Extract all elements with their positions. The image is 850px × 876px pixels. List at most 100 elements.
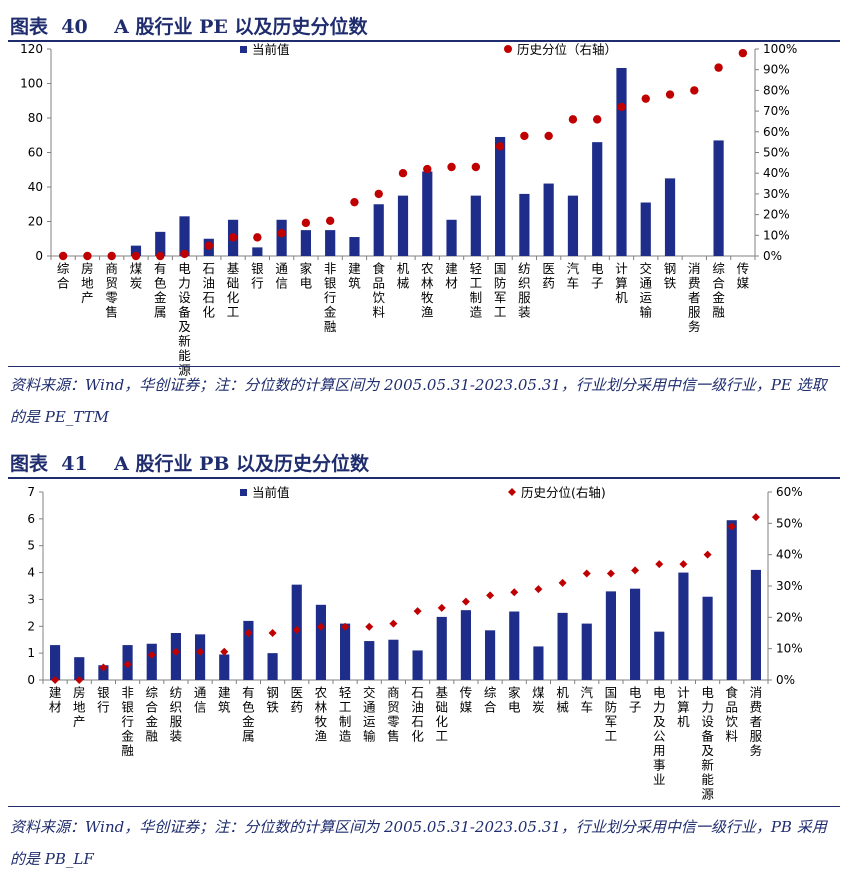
percentile-marker-18: [471, 162, 481, 172]
category-label: 消费者服务: [750, 685, 763, 758]
percentile-marker-15: [398, 169, 408, 178]
bar-21: [543, 183, 554, 256]
percentile-marker-20: [520, 131, 529, 141]
percentile-marker-28: [703, 550, 712, 559]
percentile-marker-25: [631, 566, 640, 575]
category-label: 食品饮料: [725, 685, 738, 744]
category-label: 纺织服装: [170, 685, 183, 744]
percentile-marker-13: [350, 197, 359, 207]
percentile-marker-27: [679, 560, 688, 569]
bar-14: [373, 204, 384, 256]
bar-18: [460, 610, 471, 680]
category-label: 钢铁: [266, 685, 279, 715]
left-tick-label: 2: [27, 619, 35, 633]
percentile-marker-11: [292, 625, 301, 634]
category-label: 电力及公用事业: [653, 685, 666, 787]
bar-14: [364, 641, 375, 680]
percentile-marker-16: [423, 164, 432, 174]
right-tick-label: 70%: [763, 104, 790, 118]
category-label: 通信: [275, 261, 288, 291]
category-label: 家电: [300, 261, 313, 291]
bar-21: [533, 646, 544, 680]
percentile-marker-25: [641, 94, 650, 103]
note-rule: [8, 806, 840, 807]
figure-40-title: 图表 40 A 股行业 PE 以及历史分位数: [10, 16, 368, 38]
percentile-marker-22: [568, 115, 578, 124]
category-label: 消费者服务: [688, 261, 701, 334]
category-label: 银行: [97, 685, 110, 715]
bar-9: [243, 620, 254, 680]
left-tick-label: 120: [20, 42, 43, 56]
category-label: 建材: [49, 685, 62, 715]
left-tick-label: 7: [27, 485, 35, 499]
bar-5: [146, 643, 157, 680]
legend-marker-swatch: [504, 45, 512, 53]
right-tick-label: 0%: [763, 249, 782, 263]
category-label: 基础化工: [435, 685, 448, 744]
bar-6: [170, 633, 181, 680]
bar-11: [300, 230, 311, 256]
bar-9: [252, 247, 263, 256]
title-rule: [8, 477, 840, 479]
right-tick-label: 60%: [763, 125, 790, 139]
percentile-marker-19: [486, 591, 495, 600]
percentile-marker-8: [220, 647, 229, 656]
legend-bar-label: 当前值: [252, 485, 290, 500]
percentile-marker-27: [690, 86, 699, 95]
figure-40-source-note: 资料来源：Wind，华创证券；注：分位数的计算区间为 2005.05.31-20…: [10, 376, 827, 426]
percentile-marker-4: [123, 660, 132, 669]
percentile-marker-21: [544, 131, 553, 141]
bar-26: [654, 631, 665, 680]
category-label: 煤炭: [532, 685, 545, 715]
percentile-marker-29: [727, 522, 736, 531]
percentile-marker-3: [99, 663, 108, 672]
right-tick-label: 30%: [763, 187, 790, 201]
percentile-marker-23: [582, 569, 591, 578]
percentile-marker-22: [558, 578, 567, 587]
percentile-marker-15: [389, 619, 398, 628]
category-label: 汽车: [567, 261, 580, 291]
category-label: 计算机: [615, 261, 628, 305]
percentile-marker-14: [365, 622, 374, 631]
bar-12: [315, 604, 326, 680]
category-label: 食品饮料: [372, 261, 385, 320]
bar-20: [509, 611, 520, 680]
category-label: 电子: [629, 685, 642, 715]
category-label: 医药: [542, 261, 555, 291]
bar-15: [388, 639, 399, 680]
bar-6: [179, 216, 190, 256]
category-label: 有色金属: [242, 685, 255, 744]
bar-4: [130, 245, 142, 256]
percentile-marker-11: [301, 218, 311, 228]
legend-bar-label: 当前值: [252, 42, 290, 57]
bar-10: [267, 653, 278, 680]
percentile-marker-2: [83, 251, 92, 261]
percentile-marker-4: [131, 251, 141, 261]
left-tick-label: 100: [20, 77, 43, 91]
category-label: 国防军工: [494, 261, 507, 320]
bar-13: [340, 623, 351, 680]
title-rule: [8, 40, 840, 42]
category-label: 银行: [251, 261, 264, 291]
bar-19: [485, 630, 496, 680]
percentile-marker-1: [58, 251, 68, 261]
category-label: 非银行金融: [121, 685, 134, 758]
right-tick-label: 40%: [763, 166, 790, 180]
percentile-marker-26: [655, 560, 664, 569]
right-tick-label: 60%: [776, 485, 803, 499]
category-label: 家电: [508, 685, 521, 715]
category-label: 综合: [57, 261, 70, 291]
percentile-marker-10: [268, 629, 277, 637]
category-label: 综合金融: [145, 685, 158, 744]
category-label: 电力设备及新能源: [178, 261, 191, 378]
bar-17: [436, 616, 447, 680]
bar-18: [470, 195, 481, 256]
bar-29: [726, 520, 737, 680]
percentile-marker-13: [341, 622, 350, 631]
bar-5: [155, 231, 166, 256]
figure-41-title: 图表 41 A 股行业 PB 以及历史分位数: [10, 453, 370, 475]
percentile-marker-12: [316, 622, 325, 631]
category-label: 交通运输: [363, 685, 376, 744]
bar-3: [98, 665, 109, 680]
percentile-marker-20: [510, 588, 519, 597]
